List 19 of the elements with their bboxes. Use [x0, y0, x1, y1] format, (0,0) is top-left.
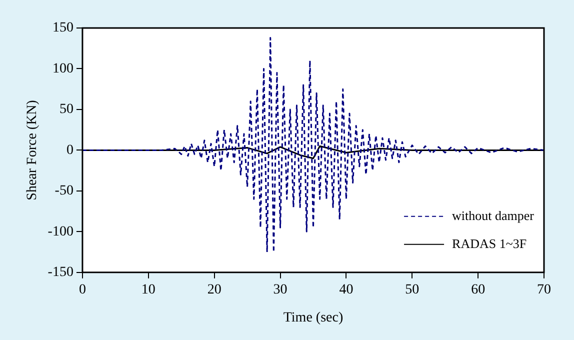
legend-label: without damper	[452, 208, 535, 223]
x-axis-title: Time (sec)	[283, 310, 344, 326]
x-tick-label: 10	[141, 282, 156, 298]
x-tick-label: 50	[405, 282, 420, 298]
x-tick-label: 20	[207, 282, 222, 298]
legend-label: RADAS 1~3F	[452, 236, 527, 251]
x-tick-label: 0	[78, 282, 86, 298]
y-tick-label: -50	[54, 184, 74, 199]
x-tick-label: 30	[273, 282, 288, 298]
y-tick-label: 100	[52, 61, 74, 76]
y-tick-label: 50	[59, 102, 74, 118]
x-tick-label: 60	[471, 282, 486, 298]
y-tick-label: -100	[48, 224, 74, 240]
x-tick-label: 70	[537, 282, 551, 298]
y-tick-label: -150	[48, 265, 74, 280]
x-tick-label: 40	[339, 282, 354, 298]
y-tick-label: 150	[52, 20, 74, 36]
y-tick-label: 0	[66, 142, 74, 158]
y-axis-title: Shear Force (KN)	[25, 100, 40, 200]
